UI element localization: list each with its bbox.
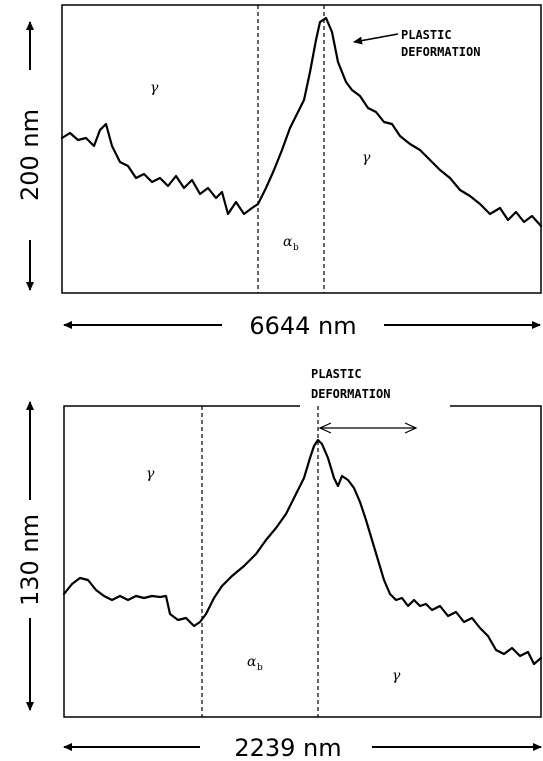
svg-text:b: b — [293, 243, 299, 253]
top-phase-left-label: γ — [150, 80, 159, 96]
svg-text:α: α — [283, 234, 293, 250]
bottom-phase-right-label: γ — [392, 668, 401, 684]
bottom-profile-curve — [62, 438, 543, 666]
bottom-plastic-deformation-callout: PLASTIC DEFORMATION — [311, 367, 418, 434]
top-plot-frame — [61, 4, 542, 294]
bottom-callout-line1: PLASTIC — [311, 367, 362, 381]
top-profile-curve — [60, 16, 543, 228]
svg-text:α: α — [247, 654, 257, 670]
bottom-phase-left-label: γ — [146, 466, 155, 482]
top-horizontal-scale: 6644 nm — [63, 312, 541, 340]
top-callout-line1: PLASTIC — [401, 28, 452, 42]
bottom-panel: 130 nm γ γ α b PLASTIC DEFORMATION 2239 … — [16, 367, 543, 761]
top-callout-line2: DEFORMATION — [401, 45, 480, 59]
bottom-vertical-scale: 130 nm — [16, 401, 44, 711]
bottom-callout-line2: DEFORMATION — [311, 387, 390, 401]
top-vertical-scale-label: 200 nm — [16, 109, 44, 201]
top-horizontal-scale-label: 6644 nm — [249, 312, 356, 340]
bottom-phase-middle-label: α b — [247, 654, 263, 673]
top-phase-right-label: γ — [362, 150, 371, 166]
top-panel: 200 nm γ γ α b PLASTIC DEFORMATION 6644 … — [16, 4, 543, 340]
top-plastic-deformation-callout: PLASTIC DEFORMATION — [353, 28, 480, 59]
bottom-horizontal-scale: 2239 nm — [63, 734, 542, 761]
svg-text:b: b — [257, 663, 263, 673]
top-vertical-scale: 200 nm — [16, 21, 44, 291]
bottom-plot-frame — [63, 405, 542, 718]
top-phase-middle-label: α b — [283, 234, 299, 253]
bottom-horizontal-scale-label: 2239 nm — [234, 734, 341, 761]
bottom-vertical-scale-label: 130 nm — [16, 514, 44, 606]
